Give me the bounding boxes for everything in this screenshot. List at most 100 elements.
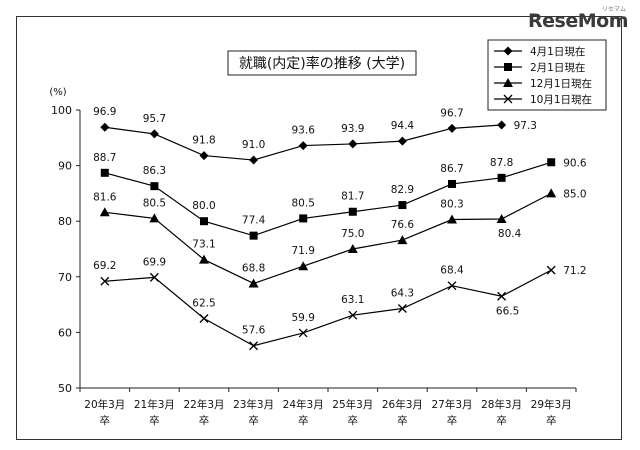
data-label-0-8: 97.3 [514, 120, 537, 132]
chart-title: 就職(内定)率の推移 (大学) [239, 55, 405, 72]
legend-label-1: 2月1日現在 [530, 62, 585, 74]
data-point-3-2 [199, 314, 209, 323]
data-label-0-0: 96.9 [93, 106, 116, 118]
data-label-1-8: 87.8 [490, 157, 513, 169]
series-line-3 [104, 269, 552, 347]
data-point-0-0 [100, 122, 110, 132]
data-label-3-8: 66.5 [496, 305, 519, 317]
data-point-0-1 [149, 129, 159, 139]
data-label-2-9: 85.0 [563, 188, 586, 200]
x-tick-label-line2-6: 卒 [397, 414, 408, 427]
x-tick-label-5: 25年3月 [332, 398, 373, 411]
data-label-3-2: 62.5 [192, 298, 215, 310]
y-tick-label-100: 100 [51, 104, 72, 117]
data-point-2-0 [99, 207, 110, 217]
legend-marker-3 [503, 94, 513, 104]
data-label-0-3: 91.0 [242, 139, 265, 151]
data-point-1-1 [150, 182, 159, 191]
legend-marker-1 [504, 63, 512, 71]
data-point-3-3 [249, 341, 259, 351]
series-3: 69.2 69.9 62.5 57.6 59.9 63.1 64.3 68.4 66.5 71.2 [93, 256, 587, 351]
x-tick-label-3: 23年3月 [233, 398, 274, 411]
data-label-2-8: 80.4 [498, 228, 522, 240]
data-point-0-5 [348, 139, 358, 149]
x-tick-label-6: 26年3月 [382, 398, 423, 411]
data-label-1-9: 90.6 [563, 157, 587, 169]
data-point-2-6 [397, 235, 408, 245]
series-2: 81.6 80.5 73.1 68.8 71.9 75.0 76.6 80.3 80.4 85.0 [93, 188, 587, 288]
data-label-3-4: 59.9 [292, 312, 315, 324]
data-point-0-8 [497, 120, 507, 130]
data-label-3-9: 71.2 [563, 265, 586, 277]
data-point-0-6 [397, 136, 407, 146]
legend-label-3: 10月1日現在 [530, 94, 592, 106]
data-label-1-2: 80.0 [192, 200, 215, 212]
data-point-1-8 [497, 173, 506, 182]
x-tick-label-line2-9: 卒 [546, 414, 557, 427]
x-tick-label-8: 28年3月 [481, 398, 522, 411]
data-point-3-9 [546, 265, 556, 275]
data-point-2-8 [496, 213, 507, 223]
series-1: 88.7 86.3 80.0 77.4 80.5 81.7 82.9 86.7 87.8 90.6 [93, 152, 587, 240]
x-tick-label-line2-3: 卒 [248, 414, 259, 427]
data-label-3-7: 68.4 [440, 265, 464, 277]
legend: 4月1日現在 2月1日現在 12月1日現在 10月1日現在 [487, 39, 607, 111]
data-point-2-7 [447, 214, 457, 224]
legend-label-0: 4月1日現在 [530, 46, 585, 58]
data-point-0-4 [298, 141, 308, 151]
x-tick-label-7: 27年3月 [431, 398, 472, 411]
y-tick-label-50: 50 [58, 382, 72, 395]
y-tick-label-90: 90 [58, 160, 72, 173]
data-label-2-6: 76.6 [391, 219, 415, 231]
x-tick-label-line2-5: 卒 [348, 414, 359, 427]
data-point-3-5 [348, 310, 358, 320]
data-label-1-1: 86.3 [143, 165, 166, 177]
data-label-2-5: 75.0 [341, 228, 364, 240]
data-point-1-7 [448, 179, 456, 188]
data-label-2-0: 81.6 [93, 191, 117, 203]
data-label-0-5: 93.9 [341, 123, 364, 135]
data-point-1-9 [547, 158, 556, 167]
x-tick-label-1: 21年3月 [134, 398, 175, 411]
data-label-2-4: 71.9 [292, 245, 315, 257]
data-point-2-1 [149, 213, 160, 223]
data-point-1-4 [299, 214, 308, 223]
data-point-0-7 [447, 123, 457, 133]
x-tick-label-line2-2: 卒 [199, 414, 210, 427]
data-label-1-5: 81.7 [341, 191, 364, 203]
legend-label-2: 12月1日現在 [530, 78, 592, 90]
data-point-2-9 [546, 188, 557, 198]
x-tick-label-0: 20年3月 [84, 398, 125, 411]
data-point-3-8 [497, 291, 507, 301]
legend-marker-2 [503, 78, 513, 87]
x-tick-label-9: 29年3月 [531, 398, 572, 411]
chart-title-box [227, 50, 417, 76]
data-label-2-3: 68.8 [242, 262, 265, 274]
series-0: 96.9 95.7 91.8 91.0 93.6 93.9 94.4 96.7 97.3 [93, 106, 537, 165]
data-label-1-6: 82.9 [391, 184, 414, 196]
y-tick-label-60: 60 [58, 326, 72, 339]
logo-subtitle: リセマム [601, 6, 626, 13]
data-point-3-4 [298, 328, 308, 338]
data-label-0-7: 96.7 [440, 107, 463, 119]
data-point-1-5 [348, 207, 357, 216]
series-line-1 [104, 161, 552, 237]
y-tick-label-80: 80 [58, 215, 72, 228]
data-point-3-6 [397, 304, 407, 313]
data-label-1-3: 77.4 [242, 215, 266, 227]
data-label-3-3: 57.6 [242, 325, 266, 337]
x-tick-label-line2-0: 卒 [100, 414, 111, 427]
y-tick-label-70: 70 [58, 271, 72, 284]
data-label-2-2: 73.1 [192, 239, 215, 251]
x-tick-label-line2-1: 卒 [149, 414, 160, 427]
data-point-2-3 [248, 278, 259, 288]
data-point-0-3 [249, 155, 259, 165]
x-tick-label-line2-7: 卒 [447, 414, 458, 427]
x-tick-label-line2-4: 卒 [298, 414, 309, 427]
x-tick-label-line2-8: 卒 [496, 414, 507, 427]
data-label-2-1: 80.5 [143, 197, 166, 209]
y-axis-unit: (%) [49, 87, 66, 98]
data-point-0-2 [199, 151, 209, 161]
data-point-1-6 [398, 201, 407, 210]
